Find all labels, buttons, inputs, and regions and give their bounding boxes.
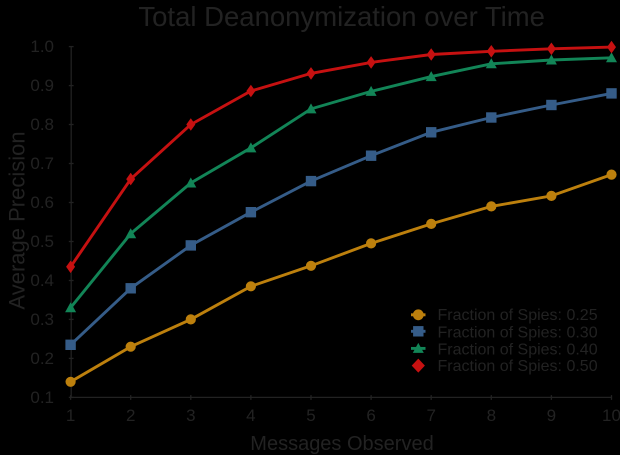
svg-text:Fraction of Spies: 0.50: Fraction of Spies: 0.50 — [438, 358, 598, 375]
svg-text:0.8: 0.8 — [30, 115, 54, 134]
svg-text:0.6: 0.6 — [30, 193, 54, 212]
svg-text:0.9: 0.9 — [30, 76, 54, 95]
svg-text:9: 9 — [547, 406, 556, 425]
svg-text:Fraction of Spies: 0.30: Fraction of Spies: 0.30 — [438, 324, 598, 341]
svg-text:1: 1 — [66, 406, 75, 425]
svg-text:Average Precision: Average Precision — [5, 131, 30, 309]
svg-text:Messages Observed: Messages Observed — [250, 433, 433, 455]
svg-text:2: 2 — [126, 406, 135, 425]
svg-text:0.4: 0.4 — [30, 271, 54, 290]
svg-text:Fraction of Spies: 0.25: Fraction of Spies: 0.25 — [438, 307, 598, 324]
svg-text:8: 8 — [487, 406, 496, 425]
svg-text:5: 5 — [306, 406, 315, 425]
svg-text:0.3: 0.3 — [30, 310, 54, 329]
svg-text:6: 6 — [366, 406, 375, 425]
svg-text:0.7: 0.7 — [30, 154, 54, 173]
svg-text:4: 4 — [246, 406, 255, 425]
svg-text:0.1: 0.1 — [30, 388, 54, 407]
svg-text:Fraction of Spies: 0.40: Fraction of Spies: 0.40 — [438, 342, 598, 359]
svg-text:1.0: 1.0 — [30, 37, 54, 56]
svg-text:3: 3 — [186, 406, 195, 425]
svg-text:Total Deanonymization over Tim: Total Deanonymization over Time — [138, 1, 545, 32]
svg-text:0.5: 0.5 — [30, 232, 54, 251]
svg-text:0.2: 0.2 — [30, 349, 54, 368]
svg-text:10: 10 — [602, 406, 620, 425]
svg-text:7: 7 — [426, 406, 435, 425]
